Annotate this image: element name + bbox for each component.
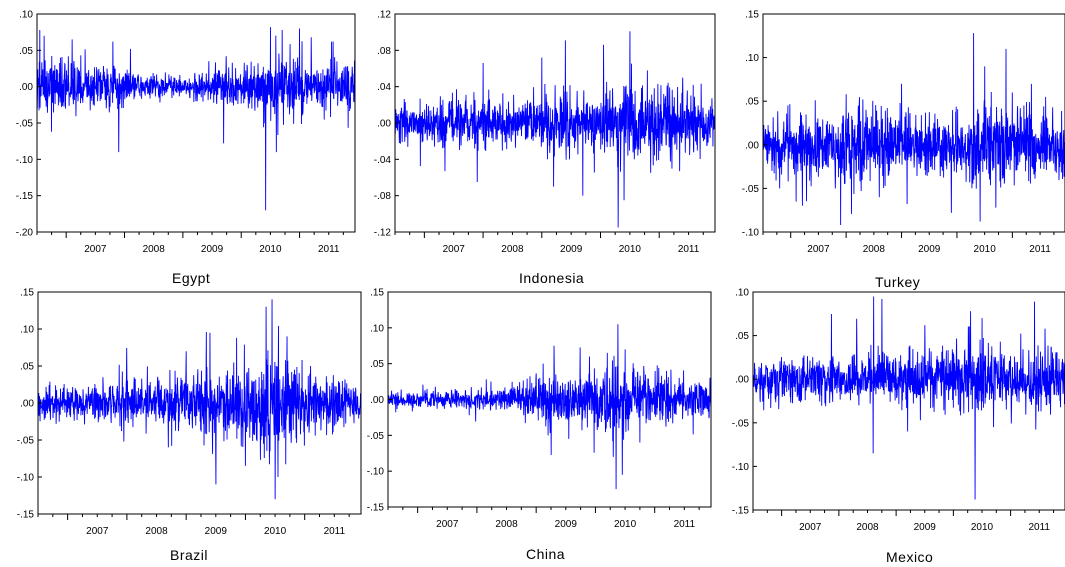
y-tick-label: -.05	[17, 436, 35, 447]
series-line	[763, 33, 1065, 226]
y-tick-label: -.10	[742, 228, 760, 239]
x-tick-label: 2007	[84, 244, 107, 255]
panel-brazil: -.15 -.10 -.05 .00 .05 .10 .15 2007 2008 2009 2010…	[0, 285, 362, 567]
y-tick-label: .10	[370, 323, 384, 334]
x-tick-label: 2009	[201, 244, 224, 255]
panel-title-brazil: Brazil	[170, 547, 209, 563]
x-tick-label: 2008	[856, 522, 879, 533]
panel-china: -.15 -.10 -.05 .00 .05 .10 .15 2007 2008 2009 2010…	[355, 285, 715, 567]
x-tick-label: 2007	[807, 244, 830, 255]
x-tick-label: 2009	[914, 522, 937, 533]
y-tick-label: .05	[735, 331, 749, 342]
chart-brazil: -.15 -.10 -.05 .00 .05 .10 .15 2007 2008 2009 2010…	[17, 288, 362, 537]
y-tick-label: .00	[370, 395, 384, 406]
y-tick-label: -.10	[732, 462, 750, 473]
x-tick-label: 2010	[259, 244, 282, 255]
y-tick-label: .00	[20, 399, 34, 410]
chart-mexico: -.15 -.10 -.05 .00 .05 .10 2007 2008 2009 2010 201…	[732, 288, 1065, 533]
panel-mexico: -.15 -.10 -.05 .00 .05 .10 2007 2008 2009 2010 201…	[720, 285, 1065, 567]
y-tick-label: -.15	[16, 191, 34, 202]
y-tick-label: .15	[20, 288, 34, 299]
series-line	[38, 299, 361, 500]
x-tick-label: 2010	[614, 519, 637, 530]
y-tick-label: .15	[745, 10, 759, 21]
y-tick-label: .10	[19, 10, 33, 21]
x-tick-label: 2011	[674, 519, 696, 530]
y-tick-label: -.05	[367, 431, 385, 442]
panel-turkey: -.10 -.05 .00 .05 .10 .15 2007 2008 2009 2010 2011…	[720, 0, 1065, 295]
x-tick-label: 2011	[678, 244, 700, 255]
series-line	[388, 324, 711, 490]
x-tick-label: 2009	[918, 244, 941, 255]
panel-title-egypt: Egypt	[172, 270, 211, 286]
x-tick-label: 2010	[974, 244, 997, 255]
x-tick-label: 2009	[560, 244, 583, 255]
y-tick-label: .00	[745, 140, 759, 151]
plot-frame	[762, 13, 1065, 233]
x-tick-label: 2007	[86, 526, 109, 537]
chart-turkey: -.10 -.05 .00 .05 .10 .15 2007 2008 2009 2010 2011	[742, 10, 1065, 255]
x-tick-label: 2009	[555, 519, 578, 530]
y-tick-label: -.10	[17, 473, 35, 484]
x-tick-label: 2010	[971, 522, 994, 533]
y-tick-label: -.04	[374, 155, 392, 166]
x-tick-label: 2010	[264, 526, 287, 537]
x-tick-label: 2008	[145, 526, 168, 537]
x-tick-label: 2008	[501, 244, 524, 255]
y-tick-label: -.10	[16, 155, 34, 166]
y-tick-label: .05	[745, 97, 759, 108]
y-tick-label: -.08	[374, 191, 392, 202]
chart-egypt: -.20 -.15 -.10 -.05 .00 .05 .10 2007 2008 2009 201…	[16, 10, 356, 255]
y-tick-label: .10	[735, 288, 749, 299]
y-tick-label: .05	[20, 362, 34, 373]
y-tick-label: -.15	[367, 503, 385, 514]
x-tick-label: 2009	[205, 526, 228, 537]
y-tick-label: -.20	[16, 228, 34, 239]
chart-china: -.15 -.10 -.05 .00 .05 .10 .15 2007 2008 2009 2010…	[367, 288, 712, 530]
y-tick-label: -.05	[732, 418, 750, 429]
y-tick-label: .05	[370, 359, 384, 370]
x-tick-label: 2011	[1028, 522, 1050, 533]
x-tick-label: 2011	[324, 526, 346, 537]
y-tick-label: -.15	[17, 510, 35, 521]
panel-title-mexico: Mexico	[886, 549, 934, 565]
panel-title-china: China	[526, 546, 566, 562]
x-tick-label: 2010	[619, 244, 642, 255]
panel-title-turkey: Turkey	[875, 274, 921, 290]
y-tick-label: -.10	[367, 467, 385, 478]
y-tick-label: .15	[370, 288, 384, 299]
x-tick-label: 2008	[495, 519, 518, 530]
y-tick-label: -.05	[742, 184, 760, 195]
y-tick-label: -.12	[374, 228, 392, 239]
y-tick-label: .00	[377, 119, 391, 130]
x-tick-label: 2007	[799, 522, 822, 533]
y-tick-label: .10	[745, 53, 759, 64]
y-tick-label: .10	[20, 325, 34, 336]
plot-frame	[752, 291, 1065, 511]
series-line	[37, 27, 355, 211]
y-tick-label: -.15	[732, 506, 750, 517]
x-tick-label: 2007	[443, 244, 466, 255]
x-tick-label: 2007	[436, 519, 459, 530]
series-line	[753, 296, 1065, 500]
y-tick-label: .05	[19, 46, 33, 57]
panel-indonesia: -.12 -.08 -.04 .00 .04 .08 .12 2007 2008 2009 2010…	[355, 0, 716, 290]
x-tick-label: 2008	[143, 244, 166, 255]
panel-title-indonesia: Indonesia	[519, 270, 585, 286]
x-tick-label: 2008	[863, 244, 886, 255]
chart-indonesia: -.12 -.08 -.04 .00 .04 .08 .12 2007 2008 2009 2010…	[374, 10, 716, 255]
plot-frame	[36, 13, 356, 233]
y-tick-label: .08	[377, 46, 391, 57]
x-tick-label: 2011	[1029, 244, 1051, 255]
y-tick-label: .00	[19, 82, 33, 93]
y-tick-label: .04	[377, 82, 391, 93]
x-tick-label: 2011	[318, 244, 340, 255]
panel-egypt: -.20 -.15 -.10 -.05 .00 .05 .10 2007 2008 2009 201…	[0, 0, 360, 290]
y-tick-label: .12	[377, 10, 391, 21]
y-tick-label: -.05	[16, 119, 34, 130]
y-tick-label: .00	[735, 375, 749, 386]
series-line	[395, 31, 715, 228]
